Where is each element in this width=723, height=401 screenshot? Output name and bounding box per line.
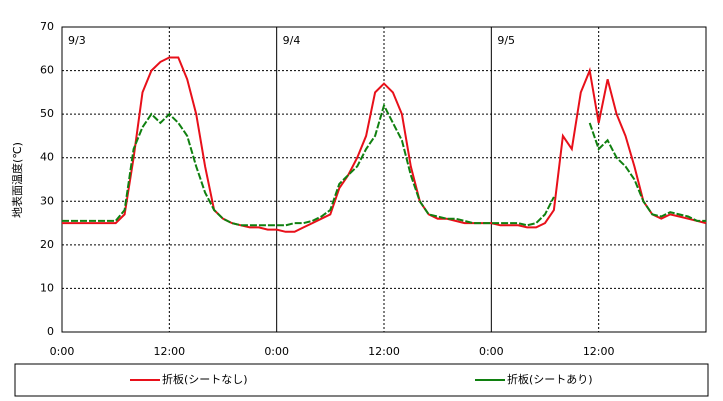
y-tick-label: 60 (40, 64, 54, 77)
y-tick-label: 40 (40, 151, 54, 164)
legend-box (14, 363, 709, 397)
y-tick-label: 0 (47, 325, 54, 338)
y-tick-label: 30 (40, 194, 54, 207)
x-tick-label: 0:00 (50, 345, 75, 358)
legend-label: 折板(シートなし) (162, 372, 248, 386)
y-tick-label: 50 (40, 107, 54, 120)
annotation: 9/3 (68, 34, 86, 47)
x-tick-label: 0:00 (264, 345, 289, 358)
x-tick-label: 12:00 (153, 345, 185, 358)
series-line (62, 56, 707, 233)
y-tick-label: 20 (40, 238, 54, 251)
annotation: 9/4 (283, 34, 301, 47)
series-line (62, 102, 706, 227)
x-tick-label: 12:00 (368, 345, 400, 358)
x-tick-label: 12:00 (583, 345, 615, 358)
legend-label: 折板(シートあり) (507, 372, 593, 386)
y-tick-label: 10 (40, 281, 54, 294)
annotation: 9/5 (497, 34, 515, 47)
x-tick-label: 0:00 (479, 345, 504, 358)
y-axis-label: 地表面温度(℃) (10, 142, 24, 218)
plot-frame (61, 26, 707, 333)
y-tick-label: 70 (40, 20, 54, 33)
